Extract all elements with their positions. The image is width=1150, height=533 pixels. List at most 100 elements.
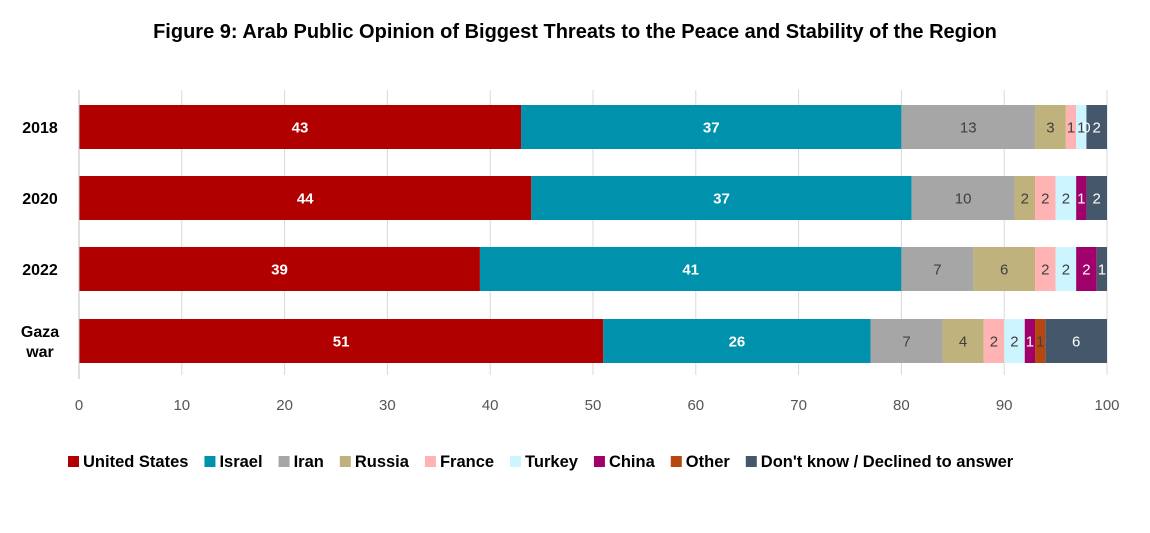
bar-turkey [1055,176,1077,220]
data-label: 43 [292,120,309,137]
bar-china [1076,176,1087,220]
x-tick-label: 30 [379,397,396,414]
data-label: 4 [959,334,967,351]
bar-other [1035,319,1046,363]
category-label: 2022 [22,262,58,279]
data-label: 7 [933,262,941,279]
data-label: 1 [1077,191,1085,208]
bar-israel [603,319,871,363]
bar-don-t-know-declined-to-answer [1086,176,1107,220]
data-label: 2 [1082,262,1090,279]
legend-label: Russia [355,453,410,471]
bar-don-t-know-declined-to-answer [1045,319,1107,363]
bar-turkey [1004,319,1025,363]
data-label: 26 [729,334,746,351]
data-label: 2 [990,334,998,351]
x-tick-label: 60 [687,397,704,414]
legend-label: Don't know / Declined to answer [761,453,1014,471]
data-label: 37 [703,120,720,137]
bar-france [1035,176,1056,220]
bar-turkey [1076,105,1087,149]
bar-russia [1014,176,1036,220]
bar-russia [1035,105,1066,149]
x-tick-label: 50 [585,397,602,414]
data-label: 37 [713,191,730,208]
bar-russia [942,319,984,363]
chart-title: Figure 9: Arab Public Opinion of Biggest… [153,21,997,43]
data-label: 39 [271,262,288,279]
data-label: 41 [682,262,699,279]
data-label: 1 [1026,334,1034,351]
x-tick-label: 70 [790,397,807,414]
bar-turkey [1055,247,1077,291]
bar-china [1024,319,1036,363]
legend-label: France [440,453,494,471]
data-label: 2 [1041,262,1049,279]
data-label: 1 [1077,120,1085,137]
x-tick-label: 10 [173,397,190,414]
legend-swatch [670,456,682,467]
data-label: 1 [1067,120,1075,137]
data-label: 0 [1082,120,1090,137]
legend: United States Israel Iran Russia France Turke… [68,453,1014,471]
bar-israel [521,105,902,149]
legend-label: China [609,453,656,471]
data-label: 2 [1062,191,1070,208]
bar-don-t-know-declined-to-answer [1096,247,1107,291]
data-label: 10 [955,191,972,208]
legend-label: United States [83,453,188,471]
legend-label: Other [686,453,731,471]
bar-israel [531,176,912,220]
x-tick-label: 0 [75,397,83,414]
data-label: 2 [1010,334,1018,351]
bar-russia [973,247,1036,291]
bar-iran [911,176,1015,220]
data-label: 6 [1000,262,1008,279]
bar-israel [479,247,902,291]
x-tick-label: 90 [996,397,1013,414]
legend-swatch [278,456,290,467]
legend-swatch [68,456,79,467]
bar-united-states [79,176,532,220]
bar-iran [901,247,974,291]
legend-swatch [424,456,436,467]
category-label: 2018 [22,120,58,137]
data-label: 1 [1098,262,1106,279]
bar-united-states [79,247,480,291]
bar-france [1035,247,1056,291]
data-label: 7 [902,334,910,351]
data-label: 2 [1093,191,1101,208]
legend-swatch [204,456,216,467]
data-label: 1 [1036,334,1044,351]
legend-swatch [510,456,522,467]
bar-united-states [79,319,604,363]
x-tick-label: 80 [893,397,910,414]
legend-swatch [745,456,757,467]
bar-france [1065,105,1077,149]
bar-iran [870,319,943,363]
data-label: 51 [333,334,350,351]
data-label: 2 [1093,120,1101,137]
category-label: Gaza war [21,324,59,361]
legend-swatch [339,456,351,467]
data-label: 3 [1046,120,1054,137]
data-label: 2 [1062,262,1070,279]
bar-united-states [79,105,522,149]
bar-china [1076,247,1097,291]
x-tick-label: 100 [1094,397,1119,414]
bar-don-t-know-declined-to-answer [1086,105,1107,149]
legend-label: Turkey [525,453,579,471]
bar-iran [901,105,1036,149]
legend-label: Iran [294,453,324,471]
legend-swatch [593,456,605,467]
x-tick-label: 40 [482,397,499,414]
data-label: 2 [1021,191,1029,208]
data-label: 2 [1041,191,1049,208]
bar-france [983,319,1005,363]
data-label: 44 [297,191,314,208]
data-label: 6 [1072,334,1080,351]
legend-label: Israel [219,453,262,471]
